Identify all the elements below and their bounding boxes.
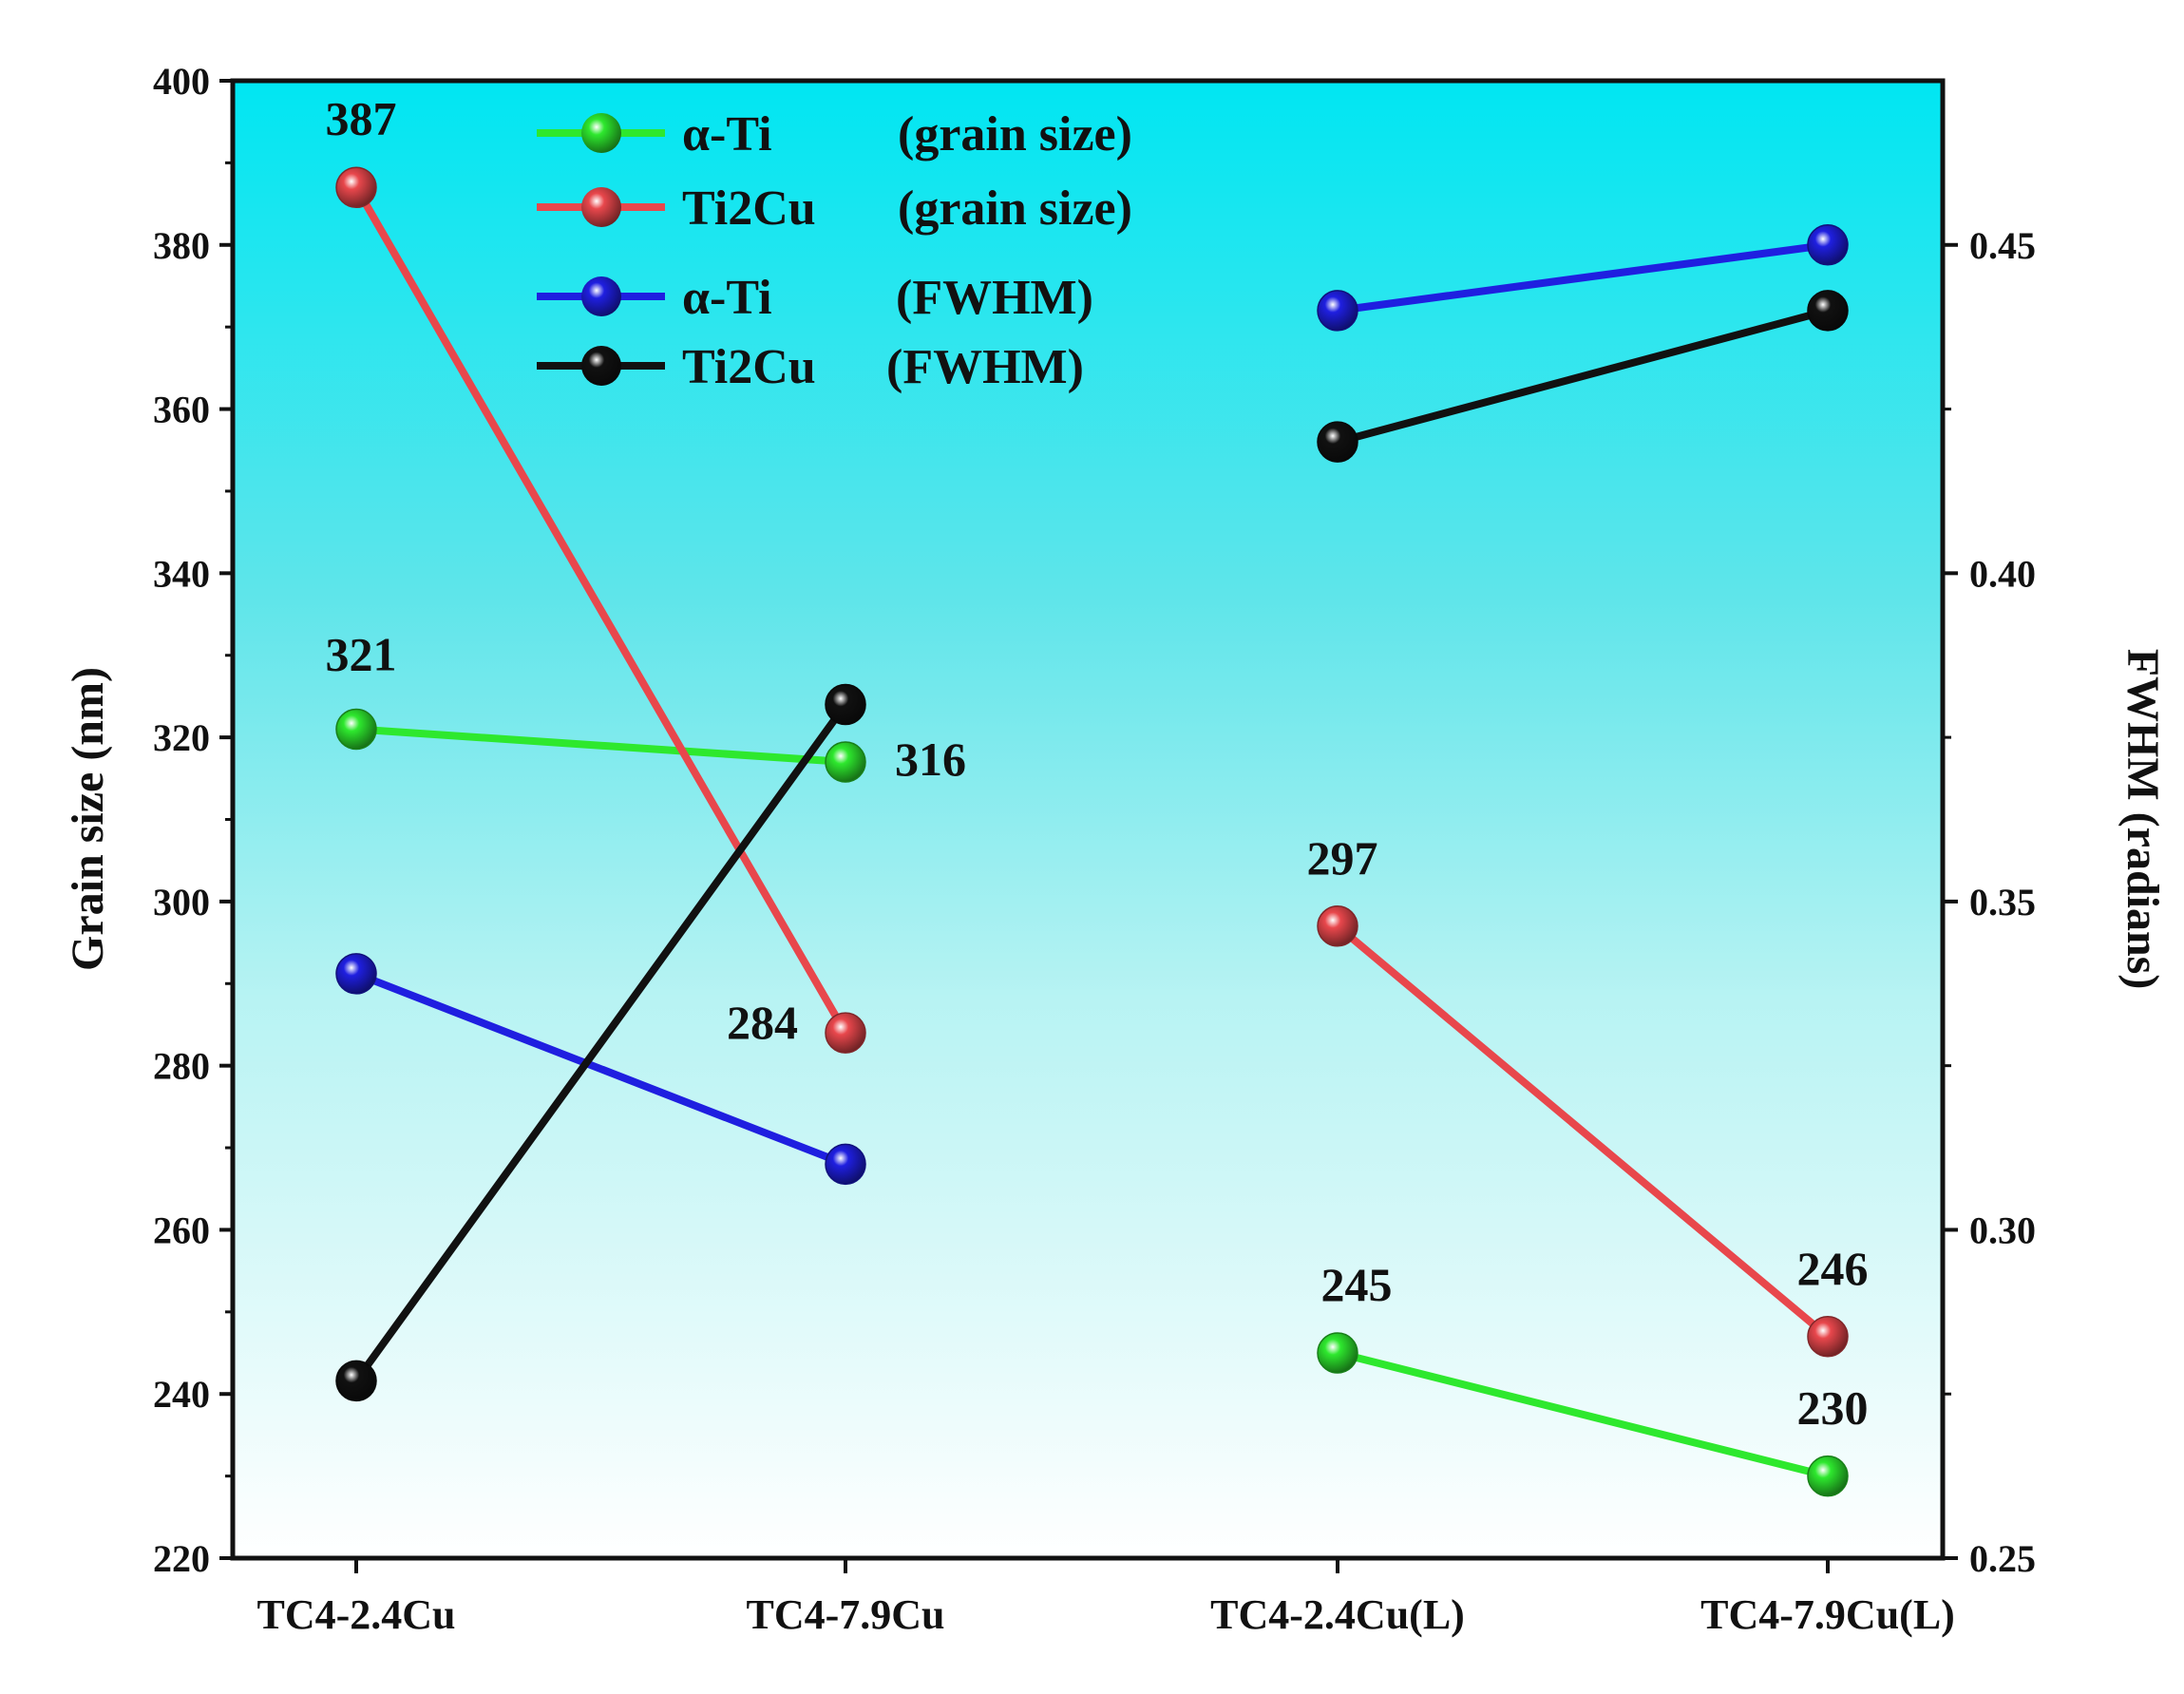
data-label: 297 [1307,831,1378,885]
y-tick-label: 280 [153,1045,210,1088]
y-tick-label: 260 [153,1209,210,1251]
legend-label: Ti2Cu [682,181,816,236]
y-tick-label: 380 [153,224,210,267]
series-line [1334,240,1832,314]
plot-frame [230,78,1946,1561]
legend-marker [581,187,621,227]
data-point [825,1012,866,1054]
data-label: 245 [1321,1258,1393,1311]
y-tick-label: 320 [153,716,210,759]
data-label: 387 [326,91,397,144]
series-line [352,700,849,1385]
legend-marker [581,346,621,386]
series-line [352,183,849,1037]
y2-tick-label: 0.30 [1969,1209,2036,1251]
legend-entry: Ti2Cu (FWHM) [537,340,1084,394]
data-label: 316 [895,733,966,786]
legend-entry: Ti2Cu (grain size) [537,181,1132,236]
series-line [1334,306,1832,447]
data-point [1317,1332,1358,1374]
data-point [825,683,866,726]
plot-background [233,81,1943,1558]
series-line [352,969,849,1169]
data-point [1317,421,1358,463]
series-line [1334,1349,1832,1480]
legend-note: (grain size) [898,107,1132,162]
data-point [335,708,377,751]
data-point [335,1360,377,1402]
data-point [335,953,377,995]
data-point [1317,905,1358,947]
data-label: 321 [326,627,397,680]
data-label: 246 [1797,1242,1869,1295]
data-point [1807,290,1849,332]
y2-tick-label: 0.25 [1969,1537,2036,1580]
x-tick-label: TC4-2.4Cu [256,1591,455,1638]
data-point [335,166,377,209]
data-point [825,741,866,783]
legend-entry: α-Ti (FWHM) [537,271,1093,325]
y2-axis-title: FWHM (radians) [2118,649,2168,990]
y-tick-label: 360 [153,389,210,431]
y-tick-label: 300 [153,881,210,923]
legend-note: (grain size) [898,181,1132,236]
data-point [1807,224,1849,266]
data-point [1317,290,1358,332]
y2-tick-label: 0.35 [1969,881,2036,923]
y-tick-label: 400 [153,60,210,103]
data-label: 230 [1797,1381,1869,1435]
legend-entry: α-Ti (grain size) [537,107,1132,162]
x-tick-label: TC4-2.4Cu(L) [1210,1591,1465,1638]
data-label: 284 [727,996,798,1049]
y-tick-label: 220 [153,1537,210,1580]
x-tick-label: TC4-7.9Cu [746,1591,944,1638]
series-line [1334,922,1832,1341]
data-point [1807,1455,1849,1497]
y-tick-label: 340 [153,552,210,595]
legend-label: α-Ti [682,107,772,162]
y-tick-label: 240 [153,1373,210,1416]
y2-tick-label: 0.45 [1969,224,2036,267]
data-point [825,1143,866,1186]
legend-label: α-Ti [682,271,772,325]
y-axis-title: Grain size (nm) [63,667,113,971]
legend-note: (FWHM) [896,271,1093,325]
legend-note: (FWHM) [886,340,1084,394]
data-point [1807,1316,1849,1358]
legend-marker [581,113,621,153]
y2-tick-label: 0.40 [1969,552,2036,595]
legend-label: Ti2Cu [682,340,816,394]
x-tick-label: TC4-7.9Cu(L) [1700,1591,1955,1638]
legend-marker [581,276,621,316]
series-line [352,725,849,767]
